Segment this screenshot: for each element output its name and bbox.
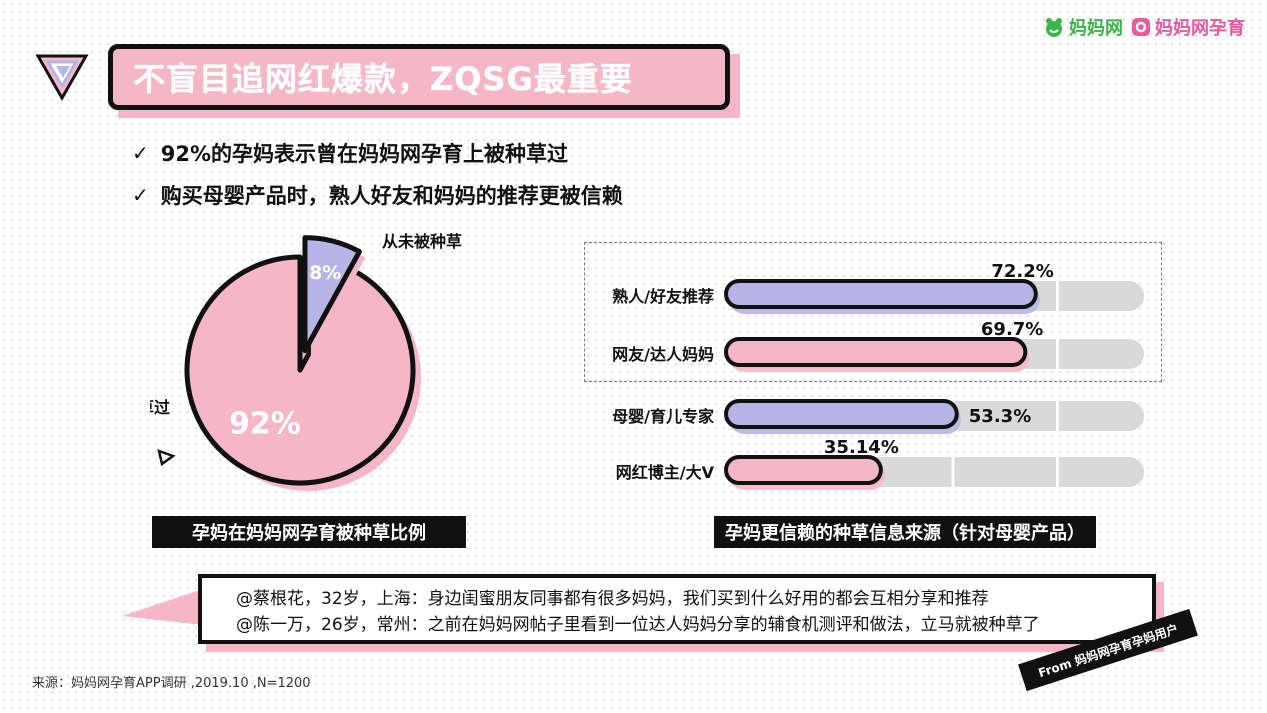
pie-caption: 孕妈在妈妈网孕育被种草比例: [152, 516, 466, 548]
decorative-triangle-icon: [35, 54, 89, 102]
mamawang-logo-icon: [1046, 18, 1062, 37]
bar-chart: 熟人/好友推荐 72.2% 网友/达人妈妈 69.7% 母婴/育儿专家 53.3% 网红博主…: [612, 261, 1144, 490]
pie-category-label-big: 被种草过: [150, 398, 170, 417]
brand-logos: 妈妈网 妈妈网孕育: [1043, 14, 1245, 40]
pie-slice-small: [302, 235, 362, 354]
bar-category-label: 母婴/育儿专家: [612, 407, 715, 426]
user-quotes-box: @蔡根花，32岁，上海：身边闺蜜朋友同事都有很多妈妈，我们买到什么好用的都会互相…: [198, 574, 1156, 644]
play-triangle-icon: [157, 449, 176, 467]
pie-category-label-small: 从未被种草: [382, 232, 462, 251]
bar-caption: 孕妈更信赖的种草信息来源（针对母婴产品）: [714, 516, 1096, 548]
pie-value-label-big: 92%: [229, 406, 301, 441]
quote-line: @陈一万，26岁，常州：之前在妈妈网帖子里看到一位达人妈妈分享的辅食机测评和做法…: [236, 615, 1040, 635]
bullet-text: 92%的孕妈表示曾在妈妈网孕育上被种草过: [160, 142, 569, 166]
page-title: 不盲目追网红爆款，ZQSG最重要: [133, 60, 633, 98]
pie-slice-big: [184, 254, 416, 486]
highlight-dashed-box: [584, 242, 1162, 382]
title-banner: 不盲目追网红爆款，ZQSG最重要: [108, 44, 730, 110]
logo-left-text: 妈妈网: [1069, 18, 1123, 39]
bar-category-label: 网红博主/大V: [616, 463, 715, 482]
source-note: 来源：妈妈网孕育APP调研 ,2019.10 ,N=1200: [32, 676, 311, 691]
mamawang-logo: 妈妈网: [1043, 14, 1123, 40]
logo-right-text: 妈妈网孕育: [1155, 18, 1245, 39]
bar-category-label: 熟人/好友推荐: [612, 287, 714, 306]
pie-value-label-small: 8%: [309, 262, 341, 284]
yunyu-logo-icon: [1132, 18, 1150, 36]
bar-value-label: 72.2%: [991, 261, 1053, 282]
bar: [724, 337, 1028, 367]
bar: [724, 455, 883, 485]
bar: [724, 399, 959, 429]
bullet-1: ✓ 92%的孕妈表示曾在妈妈网孕育上被种草过: [132, 138, 568, 168]
pie-chart: 8% 92% 从未被种草被种草过: [150, 232, 462, 492]
bar-value-label: 53.3%: [969, 406, 1031, 427]
bullet-text: 购买母婴产品时，熟人好友和妈妈的推荐更被信赖: [160, 184, 623, 208]
bar-value-label: 69.7%: [981, 319, 1043, 340]
speech-tail: [122, 586, 212, 626]
bar-value-label: 35.14%: [824, 437, 899, 458]
quote-line: @蔡根花，32岁，上海：身边闺蜜朋友同事都有很多妈妈，我们买到什么好用的都会互相…: [236, 589, 989, 609]
bullet-2: ✓ 购买母婴产品时，熟人好友和妈妈的推荐更被信赖: [132, 180, 623, 210]
bar-category-label: 网友/达人妈妈: [612, 345, 714, 364]
mamawang-yunyu-logo: 妈妈网孕育: [1131, 14, 1245, 40]
check-icon: ✓: [132, 183, 149, 207]
check-icon: ✓: [132, 141, 149, 165]
bar: [724, 279, 1038, 309]
